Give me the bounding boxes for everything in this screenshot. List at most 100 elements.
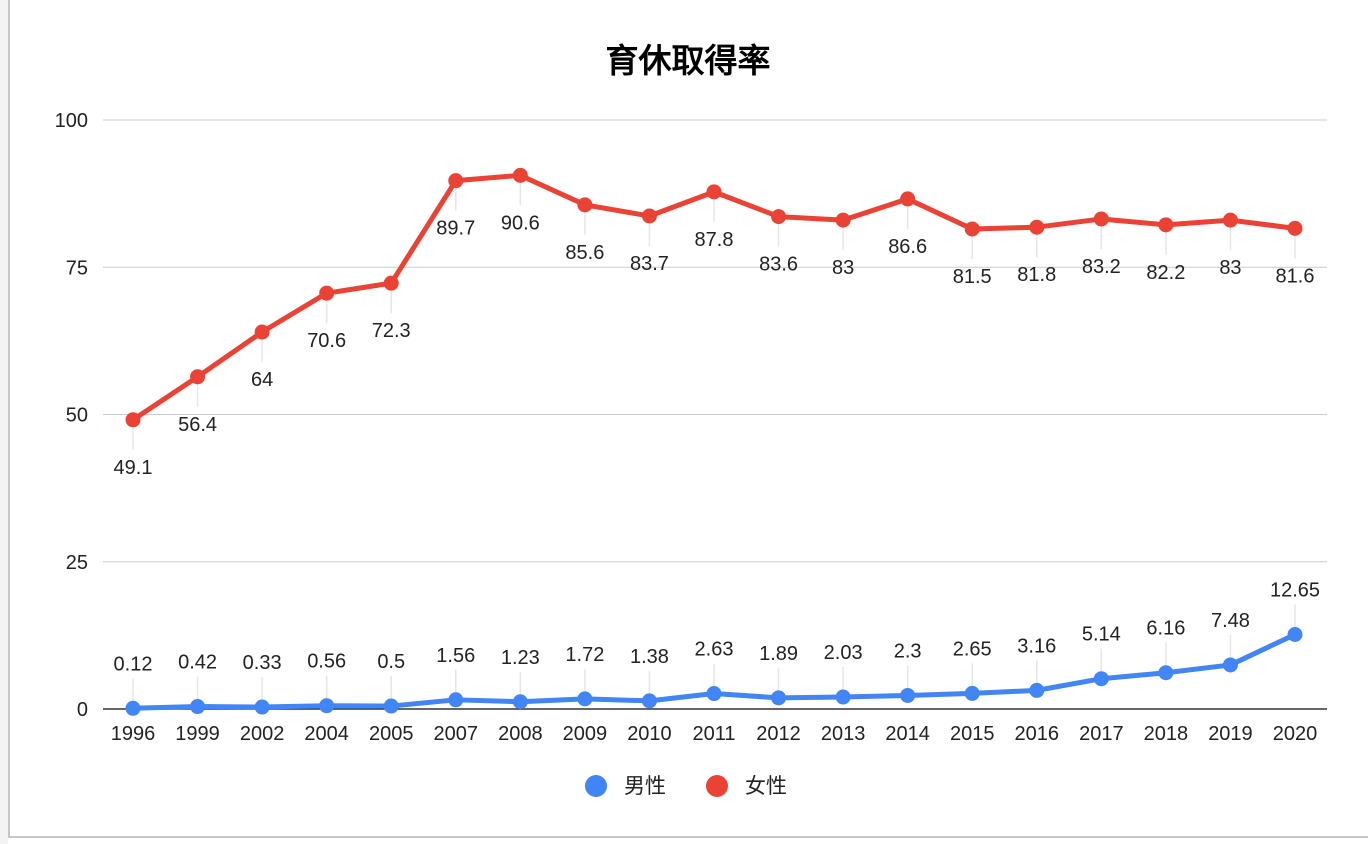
y-tick-label: 50 [66, 405, 88, 427]
data-point [964, 221, 980, 237]
x-tick-label: 1996 [111, 723, 156, 745]
data-label: 81.6 [1276, 265, 1315, 287]
legend-marker [706, 775, 728, 797]
data-label: 83 [832, 257, 854, 279]
data-point [190, 699, 206, 715]
x-tick-label: 2015 [950, 723, 995, 745]
y-tick-label: 0 [77, 699, 88, 721]
data-point [1287, 220, 1303, 236]
x-tick-label: 2019 [1208, 723, 1253, 745]
y-tick-label: 25 [66, 552, 88, 574]
data-point [1222, 212, 1238, 228]
data-label: 1.89 [759, 643, 798, 665]
data-label: 6.16 [1146, 618, 1185, 640]
data-label: 89.7 [436, 218, 475, 240]
data-label: 85.6 [565, 242, 604, 264]
data-label: 2.03 [824, 642, 863, 664]
data-label: 0.42 [178, 652, 217, 674]
x-tick-label: 2017 [1079, 723, 1124, 745]
data-labels: 0.12 0.42 0.33 0.56 0.5 1.56 1.23 1.72 1.38 2.63 1… [114, 212, 1321, 675]
x-axis-ticks: 1996 1999 2002 2004 2005 2007 2008 2009 2010 2011… [111, 723, 1318, 745]
data-point [448, 692, 464, 708]
data-point [577, 691, 593, 707]
data-point [835, 689, 851, 705]
data-point [900, 191, 916, 207]
data-label: 1.38 [630, 646, 669, 668]
data-label: 2.65 [953, 638, 992, 660]
data-point [1029, 219, 1045, 235]
data-label: 0.56 [307, 651, 346, 673]
data-point [254, 699, 270, 715]
data-label: 86.6 [888, 236, 927, 258]
data-label: 64 [251, 369, 273, 391]
data-label: 72.3 [372, 320, 411, 342]
x-tick-label: 2010 [627, 723, 672, 745]
data-label: 82.2 [1146, 262, 1185, 284]
data-label: 1.72 [565, 644, 604, 666]
data-label: 83.6 [759, 254, 798, 276]
gridlines [103, 119, 1327, 710]
data-point [964, 685, 980, 701]
data-label: 49.1 [114, 457, 153, 479]
data-label: 56.4 [178, 414, 217, 436]
chart-title: 育休取得率 [606, 41, 771, 80]
data-point [448, 173, 464, 189]
x-tick-label: 2014 [885, 723, 930, 745]
data-label: 81.5 [953, 266, 992, 288]
data-label: 0.33 [243, 652, 282, 674]
data-point [771, 690, 787, 706]
data-label: 81.8 [1017, 264, 1056, 286]
x-tick-label: 2007 [434, 723, 479, 745]
x-tick-label: 2008 [498, 723, 543, 745]
data-point [319, 285, 335, 301]
x-tick-label: 2013 [821, 723, 866, 745]
y-axis-ticks: 0 25 50 75 100 [55, 110, 88, 721]
data-point [900, 687, 916, 703]
data-point [641, 693, 657, 709]
data-point [771, 209, 787, 225]
x-tick-label: 2011 [692, 723, 735, 745]
data-label: 2.63 [695, 639, 734, 661]
data-point [254, 324, 270, 340]
data-point [383, 698, 399, 714]
y-tick-label: 75 [66, 257, 88, 279]
data-point [383, 275, 399, 291]
data-point [125, 412, 141, 428]
x-tick-label: 2004 [304, 723, 349, 745]
data-label: 90.6 [501, 212, 540, 234]
data-label: 3.16 [1017, 635, 1056, 657]
data-point [577, 197, 593, 213]
x-tick-label: 2018 [1144, 723, 1189, 745]
data-label: 2.3 [894, 640, 922, 662]
legend-label: 女性 [745, 774, 787, 798]
data-label: 83 [1219, 257, 1241, 279]
data-point [319, 698, 335, 714]
data-label: 1.56 [436, 645, 475, 667]
data-point [1287, 626, 1303, 642]
x-tick-label: 1999 [175, 723, 220, 745]
data-label: 0.12 [114, 653, 153, 675]
data-point [641, 208, 657, 224]
data-point [1093, 671, 1109, 687]
sheet-gutter [0, 0, 8, 844]
chart-frame [8, 0, 1368, 838]
data-label: 83.7 [630, 253, 669, 275]
legend-label: 男性 [624, 774, 666, 798]
x-tick-label: 2005 [369, 723, 414, 745]
data-label: 0.5 [377, 651, 405, 673]
x-tick-label: 2012 [756, 723, 801, 745]
data-point [706, 184, 722, 200]
data-point [190, 369, 206, 385]
x-tick-label: 2002 [240, 723, 285, 745]
data-point [512, 167, 528, 183]
data-point [706, 686, 722, 702]
legend: 男性 女性 [585, 774, 787, 798]
data-point [1158, 217, 1174, 233]
data-point [512, 694, 528, 710]
data-point [1158, 665, 1174, 681]
y-tick-label: 100 [55, 110, 88, 132]
data-point [1093, 211, 1109, 227]
x-tick-label: 2009 [563, 723, 608, 745]
legend-marker [585, 775, 607, 797]
